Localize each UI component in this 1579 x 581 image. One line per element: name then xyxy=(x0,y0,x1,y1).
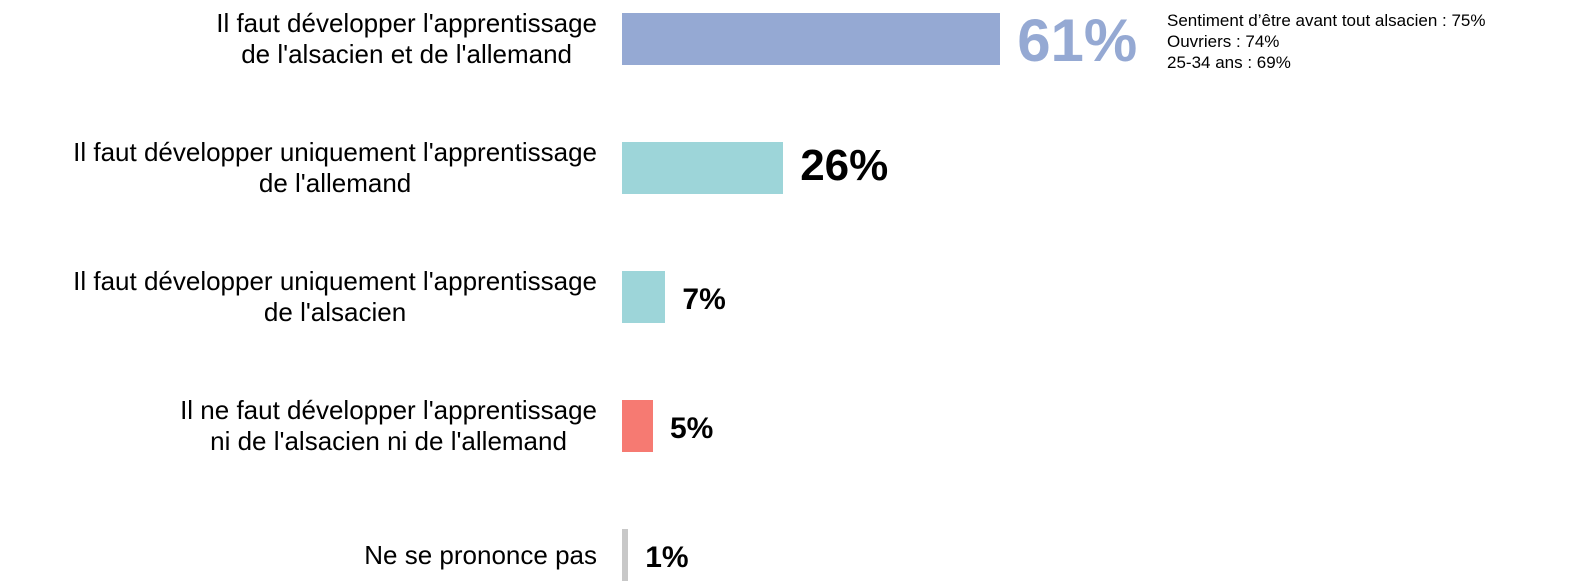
category-label-line: de l'allemand xyxy=(258,168,412,198)
bar xyxy=(622,529,629,581)
category-label: Il faut développer uniquement l'apprenti… xyxy=(73,266,597,328)
annotation-line: Sentiment d’être avant tout alsacien : 7… xyxy=(1167,11,1486,30)
category-label: Il faut développer l'apprentissage de l'a… xyxy=(216,8,597,70)
category-label-line: Il ne faut développer l'apprentissage xyxy=(180,395,597,425)
category-label-line: de l'alsacien xyxy=(263,297,407,327)
annotation-line: Ouvriers : 74% xyxy=(1167,32,1280,51)
value-label: 26% xyxy=(800,141,889,190)
category-label: Il faut développer uniquement l'apprenti… xyxy=(73,137,597,199)
annotation-line: 25-34 ans : 69% xyxy=(1167,53,1291,72)
category-label-line: ni de l'alsacien ni de l'allemand xyxy=(210,426,567,456)
category-label-line: Il faut développer uniquement l'apprenti… xyxy=(73,137,597,167)
category-label-line: de l'alsacien et de l'allemand xyxy=(241,39,573,69)
bar xyxy=(622,400,653,452)
bar xyxy=(622,271,666,323)
category-label: Il ne faut développer l'apprentissage ni … xyxy=(180,395,597,457)
subgroup-annotation: Sentiment d’être avant tout alsacien : 7… xyxy=(1167,10,1485,73)
bar xyxy=(622,13,1001,65)
value-label: 1% xyxy=(645,541,689,574)
bar xyxy=(622,142,784,194)
category-label-line: Il faut développer uniquement l'apprenti… xyxy=(73,266,597,296)
category-label-line: Ne se prononce pas xyxy=(364,539,597,570)
category-label: Ne se prononce pas xyxy=(364,540,597,571)
value-label: 7% xyxy=(682,283,726,316)
value-label: 5% xyxy=(670,412,714,445)
category-label-line: Il faut développer l'apprentissage xyxy=(216,8,597,38)
value-label: 61% xyxy=(1017,7,1138,74)
